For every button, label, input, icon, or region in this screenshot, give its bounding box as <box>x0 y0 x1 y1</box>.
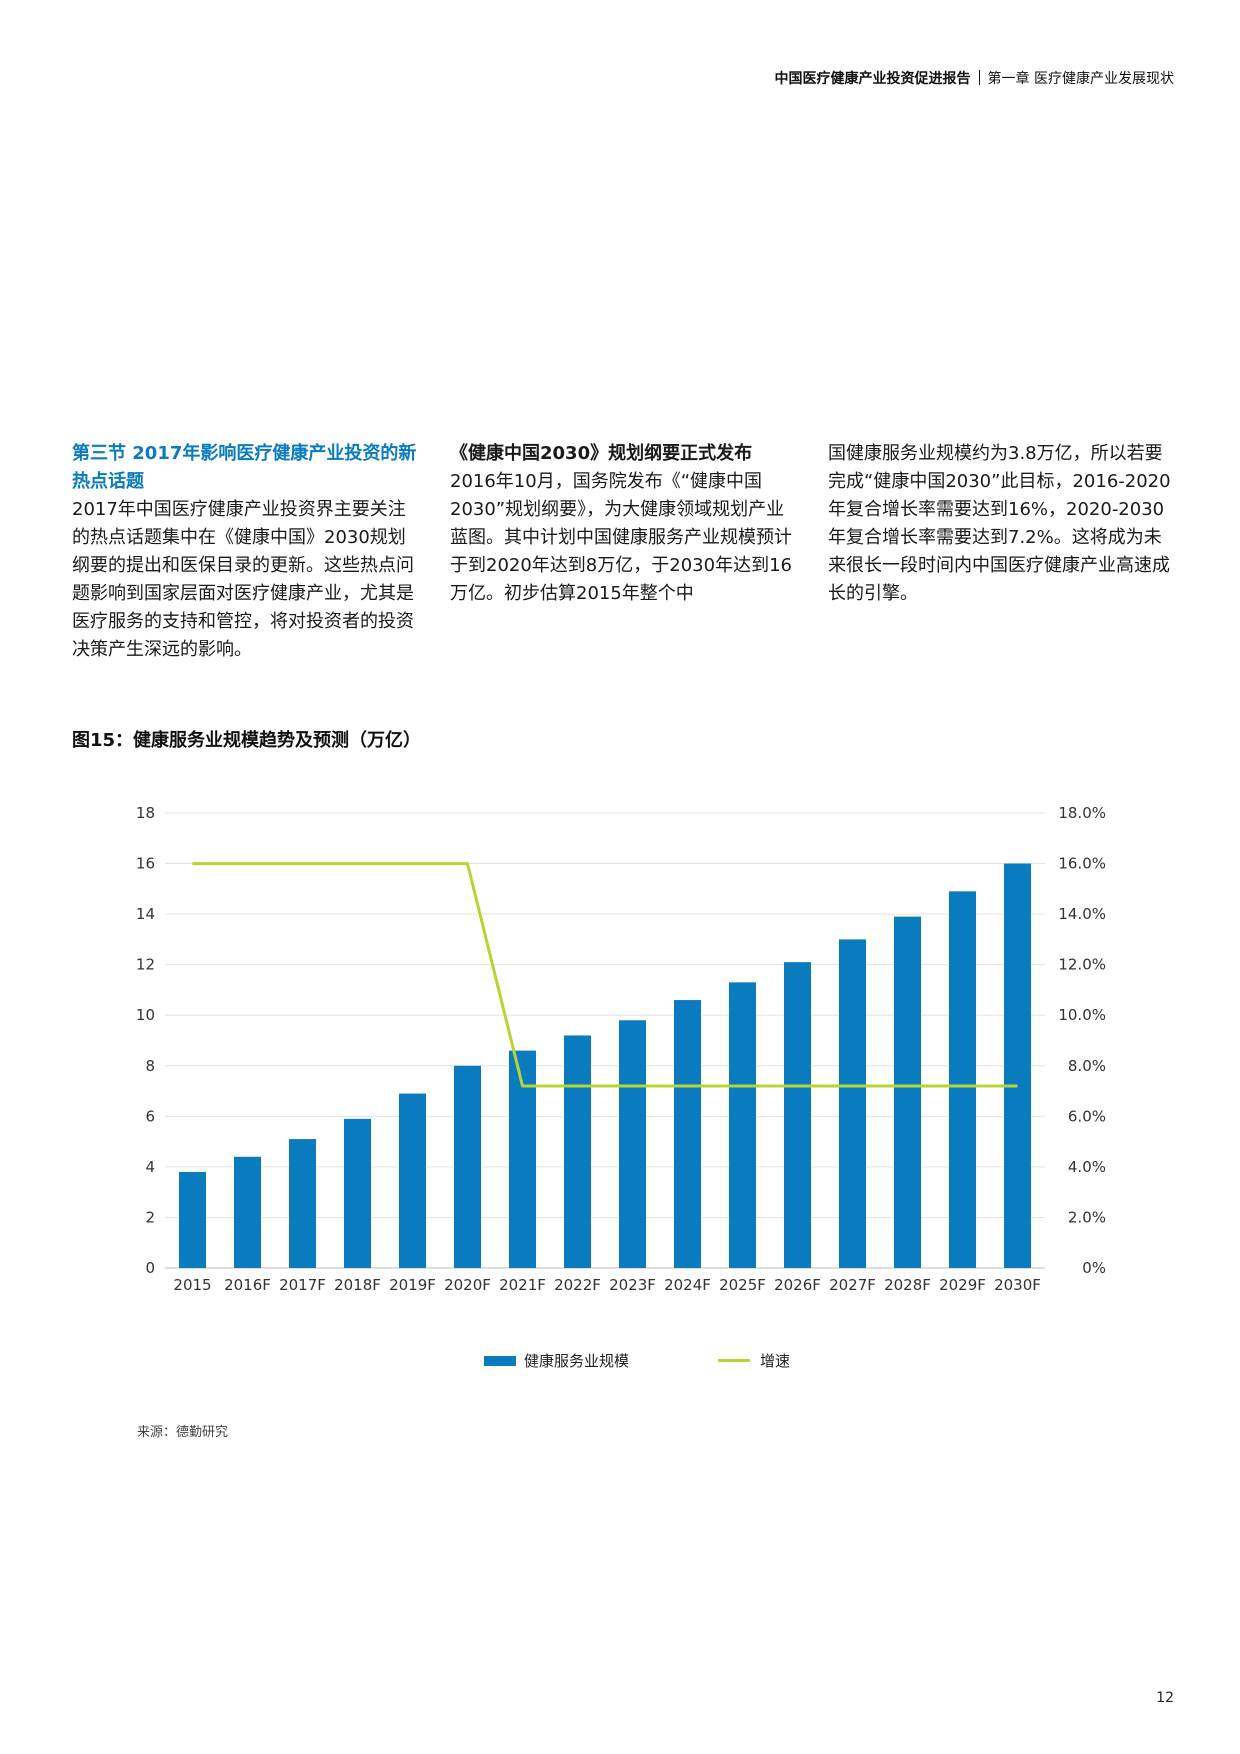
subsection-body-continued: 国健康服务业规模约为3.8万亿，所以若要完成“健康中国2030”此目标，2016… <box>828 443 1171 604</box>
y-tick-label: 4 <box>145 1158 155 1176</box>
health-services-chart: 0 2 4 6 8 10 12 14 16 18 0% 2.0% 4.0% 6.0% 8.0% 10.0% 12… <box>136 804 1106 1294</box>
bar-2029F <box>949 891 976 1268</box>
y-tick-label: 2 <box>145 1208 155 1226</box>
x-tick-label: 2019F <box>389 1276 436 1294</box>
legend-label-growth: 增速 <box>760 1352 791 1370</box>
text-column-1: 第三节 2017年影响医疗健康产业投资的新热点话题 2017年中国医疗健康产业投… <box>72 440 420 664</box>
x-tick-label: 2027F <box>829 1276 876 1294</box>
legend-swatch-line <box>718 1359 750 1362</box>
x-tick-label: 2029F <box>939 1276 986 1294</box>
y2-tick-label: 6.0% <box>1068 1107 1106 1125</box>
bar-2024F <box>674 1000 701 1268</box>
bar-2026F <box>784 962 811 1268</box>
y-tick-label: 0 <box>145 1259 155 1277</box>
y-tick-label: 6 <box>145 1107 155 1125</box>
y2-tick-label: 16.0% <box>1058 855 1106 873</box>
x-tick-label: 2022F <box>554 1276 601 1294</box>
bars-layer <box>179 863 1031 1268</box>
line-layer <box>192 862 1018 1088</box>
growth-line <box>192 862 1018 1088</box>
y-tick-label: 14 <box>136 905 155 923</box>
x-tick-label: 2020F <box>444 1276 491 1294</box>
bar-2027F <box>839 939 866 1268</box>
bar-2018F <box>344 1118 371 1268</box>
bar-2017F <box>289 1139 316 1268</box>
y-tick-label: 10 <box>136 1006 155 1024</box>
section-heading: 第三节 2017年影响医疗健康产业投资的新热点话题 <box>72 443 417 492</box>
legend-item-growth: 增速 <box>718 1350 790 1371</box>
page-header: 中国医疗健康产业投资促进报告 第一章 医疗健康产业发展现状 <box>775 68 1174 88</box>
y-tick-label: 12 <box>136 956 155 974</box>
bar-2022F <box>564 1035 591 1268</box>
text-column-2: 《健康中国2030》规划纲要正式发布 2016年10月，国务院发布《“健康中国2… <box>450 440 800 608</box>
y2-tick-label: 14.0% <box>1058 905 1106 923</box>
chapter-title: 第一章 医疗健康产业发展现状 <box>987 71 1174 87</box>
y2-tick-label: 10.0% <box>1058 1006 1106 1024</box>
x-tick-label: 2026F <box>774 1276 821 1294</box>
bar-2016F <box>234 1156 261 1268</box>
y-tick-label: 16 <box>136 855 155 873</box>
bar-2023F <box>619 1020 646 1268</box>
subsection-heading: 《健康中国2030》规划纲要正式发布 <box>450 443 753 464</box>
legend-label-scale: 健康服务业规模 <box>524 1352 630 1370</box>
y-tick-label: 8 <box>145 1057 155 1075</box>
y2-tick-label: 18.0% <box>1058 804 1106 822</box>
x-tick-label: 2023F <box>609 1276 656 1294</box>
legend-item-scale: 健康服务业规模 <box>484 1350 629 1371</box>
x-tick-label: 2017F <box>279 1276 326 1294</box>
y-tick-label: 18 <box>136 804 155 822</box>
y2-tick-label: 2.0% <box>1068 1208 1106 1226</box>
x-tick-label: 2024F <box>664 1276 711 1294</box>
y2-tick-label: 12.0% <box>1058 956 1106 974</box>
subsection-body: 2016年10月，国务院发布《“健康中国2030”规划纲要》，为大健康领域规划产… <box>450 471 792 604</box>
x-tick-label: 2018F <box>334 1276 381 1294</box>
figure-title: 图15：健康服务业规模趋势及预测（万亿） <box>72 730 422 751</box>
text-column-3: 国健康服务业规模约为3.8万亿，所以若要完成“健康中国2030”此目标，2016… <box>828 440 1173 608</box>
figure-source: 来源：德勤研究 <box>137 1425 229 1440</box>
bar-2025F <box>729 982 756 1268</box>
x-tick-label: 2021F <box>499 1276 546 1294</box>
header-divider <box>978 70 980 85</box>
bar-2020F <box>454 1065 481 1268</box>
y2-tick-label: 4.0% <box>1068 1158 1106 1176</box>
section-body: 2017年中国医疗健康产业投资界主要关注的热点话题集中在《健康中国》2030规划… <box>72 499 414 660</box>
bar-2019F <box>399 1093 426 1268</box>
page-number: 12 <box>1156 1690 1174 1706</box>
bar-2030F <box>1004 863 1031 1268</box>
x-tick-label: 2025F <box>719 1276 766 1294</box>
x-tick-label: 2015 <box>173 1276 211 1294</box>
legend-swatch-bar <box>484 1355 516 1366</box>
bar-2015 <box>179 1171 206 1268</box>
x-tick-label: 2028F <box>884 1276 931 1294</box>
chart-legend: 健康服务业规模 增速 <box>0 1350 1240 1376</box>
report-title: 中国医疗健康产业投资促进报告 <box>774 71 971 87</box>
y2-tick-label: 0% <box>1082 1259 1106 1277</box>
x-tick-label: 2030F <box>994 1276 1041 1294</box>
y2-tick-label: 8.0% <box>1068 1057 1106 1075</box>
bar-2028F <box>894 916 921 1268</box>
x-tick-label: 2016F <box>224 1276 271 1294</box>
ticks-layer: 0 2 4 6 8 10 12 14 16 18 0% 2.0% 4.0% 6.0% 8.0% 10.0% 12… <box>136 804 1106 1294</box>
